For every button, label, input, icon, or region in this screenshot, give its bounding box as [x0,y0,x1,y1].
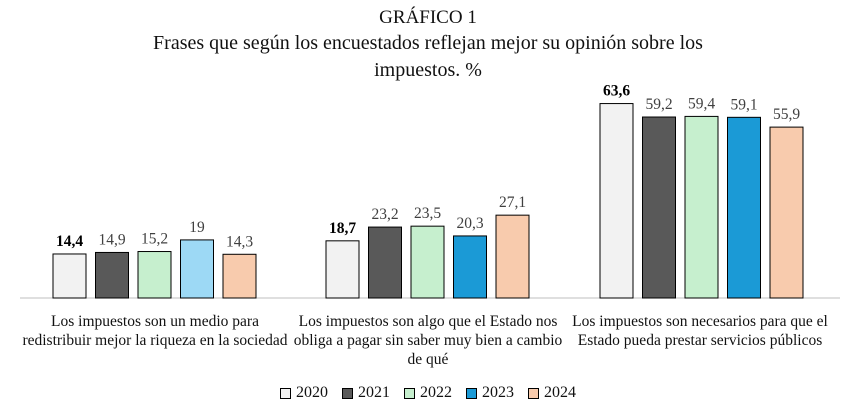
legend-item-2023: 2023 [466,384,514,402]
bar-2024-cat3 [769,126,804,299]
data-label-2020-cat1: 14,4 [56,233,83,250]
legend-label-2023: 2023 [482,384,514,401]
bar-2022-cat2 [410,225,445,299]
chart-title: GRÁFICO 1 [379,7,477,28]
bar-2020-cat3 [599,103,634,299]
bar-2024-cat2 [495,214,530,299]
legend-label-2020: 2020 [296,384,328,401]
bar-2022-cat3 [684,115,719,299]
legend-swatch-2021 [342,387,353,399]
data-label-2021-cat2: 23,2 [371,206,398,223]
legend-item-2021: 2021 [342,384,390,402]
bar-2020-cat2 [325,240,360,299]
legend-swatch-2020 [280,387,291,399]
legend-swatch-2023 [466,387,477,399]
legend-swatch-2022 [404,387,415,399]
data-label-2023-cat2: 20,3 [456,215,483,232]
legend-item-2020: 2020 [280,384,328,402]
legend-label-2021: 2021 [358,384,390,401]
data-label-2023-cat3: 59,1 [730,96,757,113]
legend-item-2024: 2024 [528,384,576,402]
data-label-2022-cat3: 59,4 [688,95,715,112]
category-label-necesarios: Los impuestos son necesarios para que el… [572,313,828,349]
data-label-2022-cat1: 15,2 [141,231,168,248]
bar-2023-cat3 [727,116,761,299]
data-label-2024-cat1: 14,3 [226,233,253,250]
bar-2020-cat1 [52,253,87,299]
data-label-2023-cat1: 19 [189,219,205,236]
chart-subtitle: Frases que según los encuestados refleja… [153,32,703,81]
data-label-2020-cat2: 18,7 [329,220,356,237]
legend-label-2024: 2024 [544,384,576,401]
data-label-2024-cat3: 55,9 [773,106,800,123]
legend-swatch-2024 [528,387,539,399]
bar-2024-cat1 [222,253,257,299]
legend-item-2022: 2022 [404,384,452,402]
bar-2023-cat1 [180,239,214,299]
legend-label-2022: 2022 [420,384,452,401]
bar-2022-cat1 [137,251,172,299]
data-label-2020-cat3: 63,6 [603,83,630,100]
bar-2023-cat2 [453,235,487,299]
data-label-2021-cat3: 59,2 [645,96,672,113]
data-label-2022-cat2: 23,5 [414,205,441,222]
category-label-obliga: Los impuestos son algo que el Estado nos… [293,313,563,368]
data-label-2024-cat2: 27,1 [499,194,526,211]
legend: 2020 2021 2022 2023 2024 [0,384,856,402]
data-label-2021-cat1: 14,9 [98,231,125,248]
bar-2021-cat1 [95,251,129,299]
bar-2021-cat3 [642,116,676,299]
bar-2021-cat2 [368,226,402,299]
category-label-redistribuir: Los impuestos son un medio para redistri… [22,313,288,349]
